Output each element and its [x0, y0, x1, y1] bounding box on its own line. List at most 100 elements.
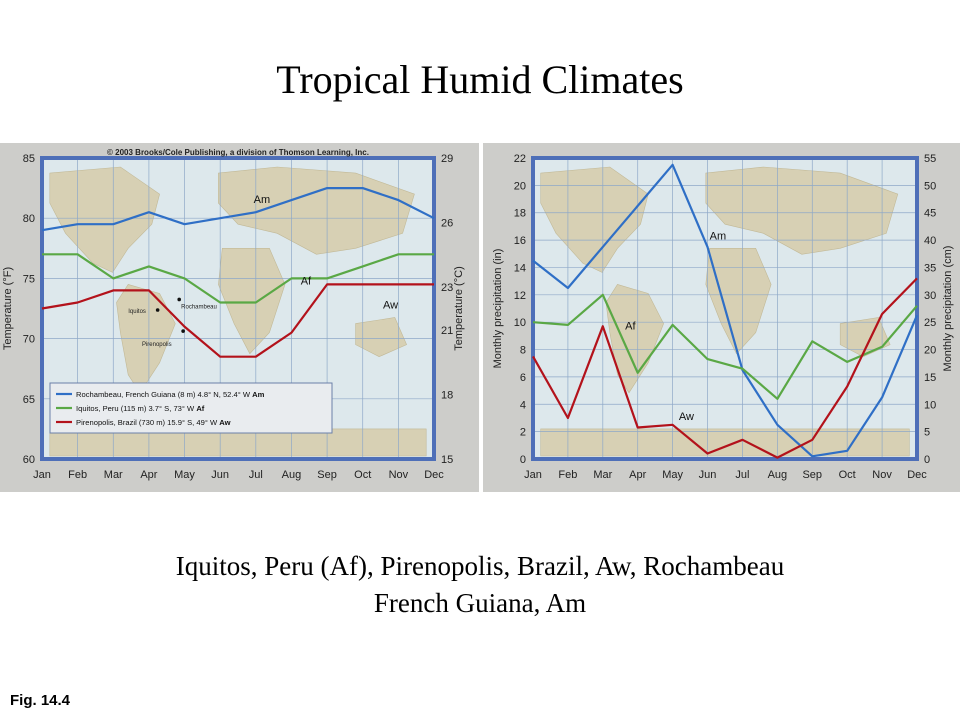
- map-eurasia: [705, 166, 899, 255]
- series-af: [41, 253, 435, 304]
- city-marker-rochambeau: [177, 297, 181, 302]
- x-tick-label-aug: Aug: [282, 469, 302, 481]
- city-label-rochambeau: Rochambeau: [181, 305, 217, 311]
- legend-row-am: Rochambeau, French Guiana (8 m) 4.8° N, …: [56, 390, 265, 399]
- x-tick-label-nov: Nov: [872, 469, 892, 481]
- y-tick-label-left: 0: [520, 454, 526, 466]
- caption-line-1: Iquitos, Peru (Af), Pirenopolis, Brazil,…: [175, 551, 785, 581]
- x-tick-label-mar: Mar: [593, 469, 612, 481]
- y-axis-label-right: Monthly precipitation (cm): [942, 246, 954, 372]
- y-tick-label-right: 5: [924, 427, 930, 439]
- y-tick-label-left: 14: [514, 262, 526, 274]
- series-aw: [532, 277, 918, 459]
- map-australia: [839, 317, 891, 358]
- city-markers: Rochambeau Iquitos Pirenopolis: [128, 297, 217, 348]
- x-tick-label-sep: Sep: [317, 469, 337, 481]
- y-tick-label-left: 22: [514, 153, 526, 165]
- y-tick-label-right: 10: [924, 399, 936, 411]
- series-line-aw: [532, 277, 918, 459]
- y-tick-label-left: 6: [520, 372, 526, 384]
- y-tick-label-right: 20: [924, 345, 936, 357]
- series-line-af: [42, 253, 434, 304]
- x-tick-label-feb: Feb: [68, 469, 87, 481]
- y-axis-right-ticks: 15 18 21 23 26 29: [441, 153, 453, 466]
- y-tick-label-left: 75: [23, 273, 35, 285]
- legend-text-aw: Pirenopolis, Brazil (730 m) 15.9° S, 49°…: [76, 418, 231, 427]
- y-tick-label-right: 40: [924, 235, 936, 247]
- city-label-iquitos: Iquitos: [128, 309, 146, 315]
- x-tick-label-nov: Nov: [389, 469, 409, 481]
- y-tick-label-left: 65: [23, 394, 35, 406]
- y-tick-label-left: 70: [23, 334, 35, 346]
- y-tick-label-left: 4: [520, 399, 526, 411]
- y-tick-label-left: 8: [520, 345, 526, 357]
- x-tick-label-jul: Jul: [249, 469, 263, 481]
- y-tick-label-right: 23: [441, 282, 453, 294]
- x-tick-label-oct: Oct: [839, 469, 856, 481]
- y-axis-right-ticks: 0 5 10 15 20 25 30 35 40 45 50 55: [924, 153, 936, 466]
- city-label-pirenopolis: Pirenopolis: [142, 342, 172, 348]
- y-tick-label-right: 15: [924, 372, 936, 384]
- legend-row-af: Iquitos, Peru (115 m) 3.7° S, 73° W Af: [56, 404, 205, 413]
- plot-frame: [531, 156, 919, 461]
- series-aw: [41, 283, 435, 358]
- series-line-af: [532, 293, 918, 400]
- x-tick-label-jan: Jan: [33, 469, 51, 481]
- y-tick-label-right: 50: [924, 180, 936, 192]
- y-axis-left-ticks: 0 2 4 6 8 10 12 14 16 18 20 22: [514, 153, 526, 466]
- y-tick-label-right: 29: [441, 153, 453, 165]
- x-tick-label-apr: Apr: [629, 469, 646, 481]
- series-line-am: [532, 163, 919, 458]
- x-tick-label-jul: Jul: [735, 469, 749, 481]
- x-tick-label-feb: Feb: [558, 469, 577, 481]
- y-axis-label-right: Temperature (°C): [453, 266, 465, 350]
- x-tick-label-dec: Dec: [424, 469, 444, 481]
- y-tick-label-left: 12: [514, 290, 526, 302]
- map-antarctica: [540, 428, 910, 457]
- series-label-aw: Aw: [679, 411, 694, 423]
- series-label-am: Am: [710, 230, 727, 242]
- temperature-chart-panel: 60 65 70 75 80 85 15 18 21 23 26 29 Jan Feb Mar Apr May J…: [0, 143, 479, 492]
- y-tick-label-left: 80: [23, 213, 35, 225]
- x-tick-label-aug: Aug: [768, 469, 788, 481]
- precipitation-chart-panel: 0 2 4 6 8 10 12 14 16 18 20 22 0 5 10 15 20 25 30 35 40 45 50 5…: [483, 143, 960, 492]
- series-labels: Am Af Aw: [254, 194, 398, 311]
- x-tick-label-apr: Apr: [140, 469, 157, 481]
- y-tick-label-right: 55: [924, 153, 936, 165]
- y-tick-label-left: 60: [23, 454, 35, 466]
- x-tick-label-jun: Jun: [699, 469, 717, 481]
- y-axis-label-left: Monthly precipitation (in): [492, 249, 504, 369]
- map-south-america: [605, 284, 664, 394]
- series-label-am: Am: [254, 194, 271, 206]
- series-line-aw: [41, 283, 434, 358]
- legend-text-af: Iquitos, Peru (115 m) 3.7° S, 73° W Af: [76, 404, 205, 413]
- x-tick-label-jan: Jan: [524, 469, 542, 481]
- x-axis-ticks: Jan Feb Mar Apr May Jun Jul Aug Sep Oct Nov Dec: [33, 469, 444, 481]
- series-labels: Am Af Aw: [625, 230, 726, 423]
- x-tick-label-oct: Oct: [354, 469, 371, 481]
- y-tick-label-left: 2: [520, 427, 526, 439]
- series-label-aw: Aw: [383, 300, 398, 312]
- precipitation-chart: 0 2 4 6 8 10 12 14 16 18 20 22 0 5 10 15 20 25 30 35 40 45 50 5…: [492, 153, 954, 481]
- y-tick-label-left: 10: [514, 317, 526, 329]
- x-tick-label-may: May: [174, 469, 195, 481]
- y-axis-left-ticks: 60 65 70 75 80 85: [23, 153, 35, 466]
- y-tick-label-right: 18: [441, 390, 453, 402]
- legend-text-am: Rochambeau, French Guiana (8 m) 4.8° N, …: [76, 390, 265, 399]
- y-tick-label-right: 45: [924, 208, 936, 220]
- series-label-af: Af: [625, 321, 636, 333]
- x-tick-label-jun: Jun: [211, 469, 229, 481]
- caption-line-2: French Guiana, Am: [373, 588, 587, 618]
- y-tick-label-left: 20: [514, 180, 526, 192]
- copyright-notice: © 2003 Brooks/Cole Publishing, a divisio…: [107, 148, 369, 157]
- y-tick-label-left: 85: [23, 153, 35, 165]
- y-tick-label-right: 0: [924, 454, 930, 466]
- series-label-af: Af: [301, 275, 312, 287]
- chart-legend: Rochambeau, French Guiana (8 m) 4.8° N, …: [49, 382, 333, 434]
- legend-row-aw: Pirenopolis, Brazil (730 m) 15.9° S, 49°…: [56, 418, 231, 427]
- series-am: [532, 163, 919, 458]
- map-africa: [218, 248, 286, 355]
- slide-title: Tropical Humid Climates: [276, 57, 684, 102]
- x-tick-label-may: May: [662, 469, 683, 481]
- series-line-am: [41, 186, 435, 232]
